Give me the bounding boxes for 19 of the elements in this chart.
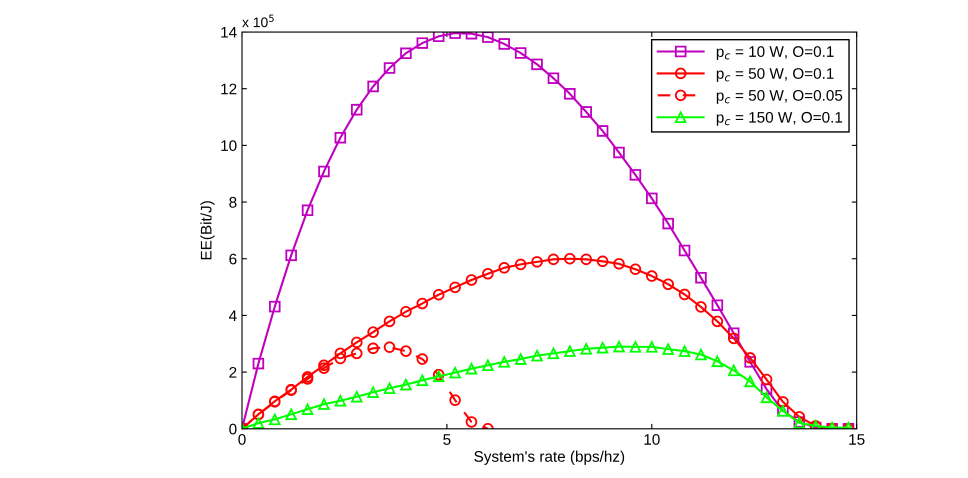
y-tick-label: 12 <box>221 84 236 94</box>
x-tick-label: 5 <box>443 434 450 445</box>
x-tick-label: 10 <box>644 434 660 445</box>
y-tick-label: 6 <box>229 254 236 264</box>
y-tick-label: 0 <box>229 424 237 434</box>
legend-label: p$_{c}$ = 150 W, O=0.1 <box>716 112 842 126</box>
legend-label: p$_{c}$ = 50 W, O=0.05 <box>716 90 842 104</box>
y-tick-label: 14 <box>221 27 237 38</box>
legend-label: p$_{c}$ = 50 W, O=0.1 <box>716 68 834 82</box>
y-tick-label: 10 <box>221 140 237 152</box>
x-tick-label: 15 <box>849 434 865 445</box>
y-axis-title: EE(Bit/J) <box>200 201 215 260</box>
legend-label: p$_{c}$ = 10 W, O=0.1 <box>716 46 834 60</box>
x-axis-title: System's rate (bps/hz) <box>474 450 624 465</box>
y-tick-label: 4 <box>228 310 237 321</box>
y-tick-label: 2 <box>229 366 236 378</box>
x-tick-label: 0 <box>238 434 246 445</box>
text: x 10$^{5}$ <box>242 14 274 28</box>
y-tick-label: 8 <box>229 196 236 208</box>
